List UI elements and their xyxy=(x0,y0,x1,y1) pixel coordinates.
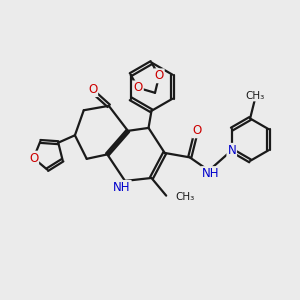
Text: NH: NH xyxy=(202,167,219,180)
Text: O: O xyxy=(29,152,38,165)
Text: CH₃: CH₃ xyxy=(175,192,194,202)
Text: O: O xyxy=(154,69,164,82)
Text: CH₃: CH₃ xyxy=(245,91,264,100)
Text: O: O xyxy=(193,124,202,137)
Text: N: N xyxy=(227,144,236,157)
Text: NH: NH xyxy=(113,181,131,194)
Text: O: O xyxy=(134,81,143,94)
Text: O: O xyxy=(88,83,97,96)
